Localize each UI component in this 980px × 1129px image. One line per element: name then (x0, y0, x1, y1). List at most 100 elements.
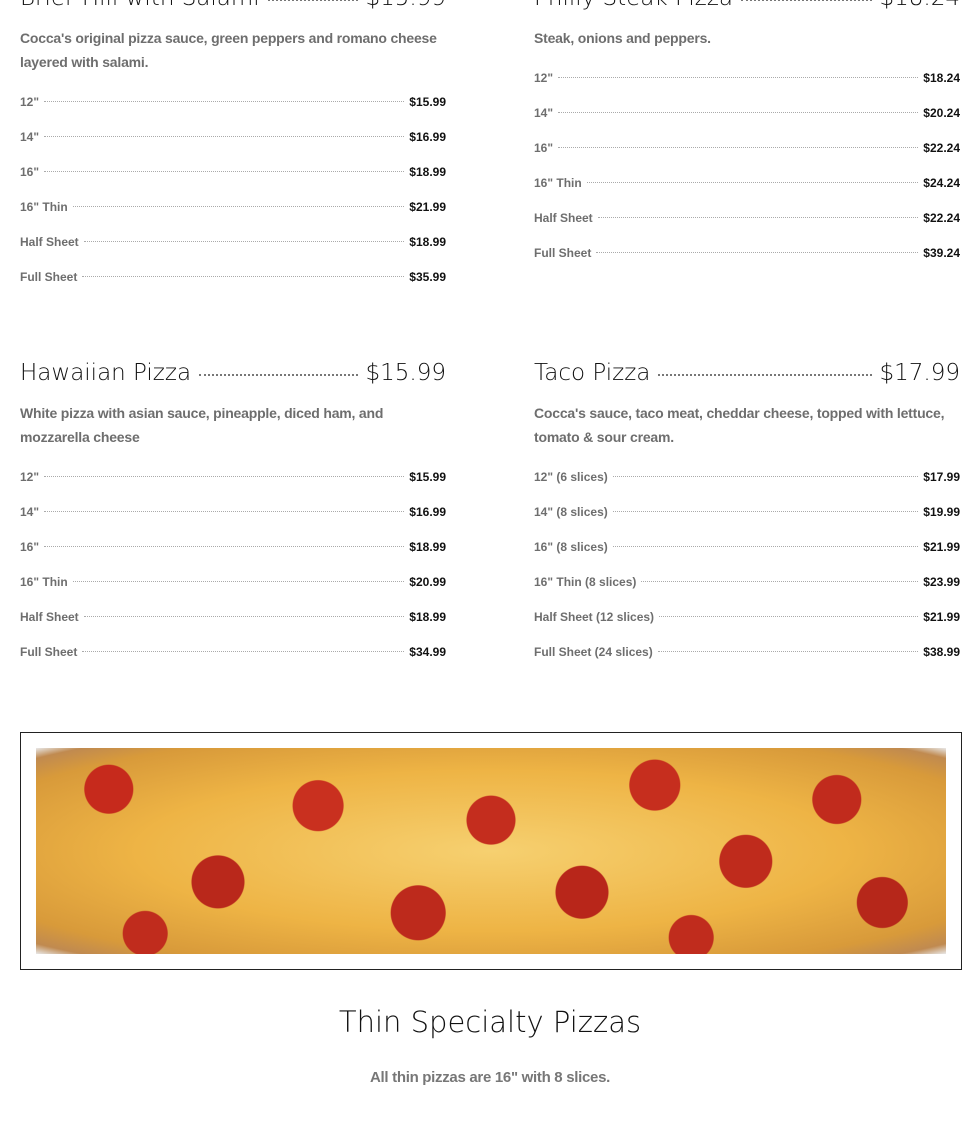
size-label: 16" (20, 540, 40, 554)
size-price: $20.99 (409, 575, 446, 589)
size-price-row: 16" $18.99 (20, 530, 446, 565)
size-price-row: 16" $18.99 (20, 155, 446, 190)
dot-leader (558, 112, 919, 113)
menu-item-price: $18.24 (880, 0, 960, 13)
dot-leader (83, 616, 405, 617)
size-label: 14" (20, 505, 40, 519)
size-label: 12" (534, 71, 554, 85)
dot-leader (44, 171, 405, 172)
menu-item-price: $17.99 (879, 360, 960, 386)
dot-leader (44, 476, 405, 477)
dot-leader (82, 276, 405, 277)
size-price-row: 16" Thin (8 slices) $23.99 (534, 565, 960, 600)
dot-leader (267, 0, 358, 1)
dot-leader (657, 651, 919, 652)
size-price-row: Full Sheet $39.24 (534, 236, 960, 271)
dot-leader (641, 581, 919, 582)
size-label: Full Sheet (20, 645, 78, 659)
dot-leader (72, 206, 405, 207)
menu-item-title: Philly Steak Pizza (534, 0, 733, 13)
size-label: 12" (20, 470, 40, 484)
size-label: 12" (20, 95, 40, 109)
size-price-row: 14" $16.99 (20, 120, 446, 155)
size-price: $35.99 (409, 270, 446, 284)
size-price: $16.99 (409, 505, 446, 519)
menu-item-title: Taco Pizza (534, 360, 651, 386)
section-note: All thin pizzas are 16" with 8 slices. (370, 1069, 610, 1086)
size-price-list: 12" (6 slices) $17.99 14" (8 slices) $19… (534, 460, 960, 670)
size-price: $16.99 (409, 130, 446, 144)
size-price-row: 16" Thin $20.99 (20, 565, 446, 600)
menu-item: Philly Steak Pizza $18.24 Steak, onions … (534, 0, 960, 271)
size-label: 12" (6 slices) (534, 470, 608, 484)
size-price: $23.99 (923, 575, 960, 589)
menu-item-description: White pizza with asian sauce, pineapple,… (20, 405, 384, 445)
size-price: $21.99 (923, 610, 960, 624)
dot-leader (44, 101, 405, 102)
dot-leader (597, 217, 919, 218)
dot-leader (596, 252, 919, 253)
dot-leader (612, 476, 919, 477)
size-price-row: Half Sheet $18.99 (20, 600, 446, 635)
menu-item-description: Cocca's original pizza sauce, green pepp… (20, 30, 437, 70)
menu-item-price: $15.99 (365, 360, 446, 386)
size-price-row: 14" (8 slices) $19.99 (534, 495, 960, 530)
size-label: Full Sheet (534, 246, 592, 260)
dot-leader (558, 147, 919, 148)
dot-leader (199, 374, 358, 376)
dot-leader (612, 546, 919, 547)
size-price: $22.24 (923, 211, 960, 225)
menu-item: Taco Pizza $17.99 Cocca's sauce, taco me… (534, 358, 960, 670)
dot-leader (44, 546, 405, 547)
size-price: $38.99 (923, 645, 960, 659)
dot-leader (83, 241, 405, 242)
size-label: 16" Thin (534, 176, 582, 190)
size-price: $18.24 (923, 71, 960, 85)
size-price-list: 12" $15.99 14" $16.99 16" $18.99 16" Thi… (20, 85, 446, 295)
size-price-row: 16" Thin $21.99 (20, 190, 446, 225)
menu-item-header: Hawaiian Pizza $15.99 (20, 358, 446, 388)
size-price-row: 16" $22.24 (534, 131, 960, 166)
size-price-row: Full Sheet $35.99 (20, 260, 446, 295)
size-label: Half Sheet (534, 211, 593, 225)
size-price-row: 12" (6 slices) $17.99 (534, 460, 960, 495)
size-label: 16" (8 slices) (534, 540, 608, 554)
menu-item-header: Taco Pizza $17.99 (534, 358, 960, 388)
size-label: Half Sheet (20, 235, 79, 249)
dot-leader (44, 511, 405, 512)
size-label: Full Sheet (24 slices) (534, 645, 653, 659)
size-price-row: 16" (8 slices) $21.99 (534, 530, 960, 565)
size-price-row: Half Sheet $22.24 (534, 201, 960, 236)
menu-item-price: $15.99 (366, 0, 446, 13)
size-label: 16" (20, 165, 40, 179)
size-label: 14" (534, 106, 554, 120)
size-price-row: Half Sheet $18.99 (20, 225, 446, 260)
dot-leader (44, 136, 405, 137)
size-price-row: 12" $15.99 (20, 85, 446, 120)
size-label: 16" Thin (8 slices) (534, 575, 637, 589)
size-price-row: 16" Thin $24.24 (534, 166, 960, 201)
size-price-row: 14" $16.99 (20, 495, 446, 530)
size-price-row: Full Sheet (24 slices) $38.99 (534, 635, 960, 670)
size-price-row: 14" $20.24 (534, 96, 960, 131)
menu-item-header: Brier Hill with Salami $15.99 (20, 0, 446, 13)
menu-item-title: Hawaiian Pizza (20, 360, 192, 386)
size-price: $21.99 (923, 540, 960, 554)
pizza-image-frame (20, 732, 962, 970)
size-label: 16" Thin (20, 575, 68, 589)
size-price: $24.24 (923, 176, 960, 190)
size-label: 16" (534, 141, 554, 155)
size-price: $15.99 (409, 470, 446, 484)
dot-leader (658, 374, 872, 376)
menu-item: Brier Hill with Salami $15.99 Cocca's or… (20, 0, 446, 295)
size-price: $17.99 (923, 470, 960, 484)
size-label: Half Sheet (20, 610, 79, 624)
menu-item-description: Cocca's sauce, taco meat, cheddar cheese… (534, 405, 945, 445)
size-price-row: 12" $15.99 (20, 460, 446, 495)
size-price-row: 12" $18.24 (534, 61, 960, 96)
size-price-row: Full Sheet $34.99 (20, 635, 446, 670)
menu-item-description: Steak, onions and peppers. (534, 30, 711, 46)
size-price-list: 12" $18.24 14" $20.24 16" $22.24 16" Thi… (534, 61, 960, 271)
size-price: $21.99 (409, 200, 446, 214)
size-price: $15.99 (409, 95, 446, 109)
